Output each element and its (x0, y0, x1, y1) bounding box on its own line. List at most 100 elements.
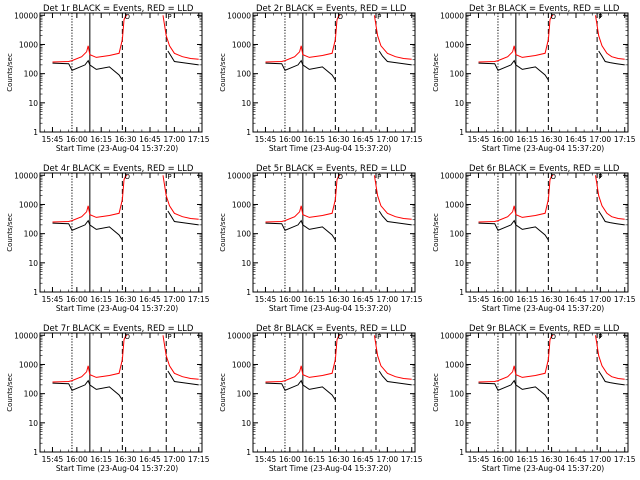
y-tick-label: 10000 (440, 11, 464, 20)
x-tick-label: 16:30 (115, 135, 137, 144)
x-tick-label: 15:45 (255, 455, 277, 464)
x-tick-label: 17:00 (377, 295, 399, 304)
y-tick-label: 10000 (440, 331, 464, 340)
panel-annotation: P (598, 13, 602, 21)
x-tick-label: 16:30 (541, 295, 563, 304)
x-tick-label: 17:00 (377, 135, 399, 144)
y-tick-label: 100 (450, 230, 465, 239)
x-tick-label: 16:00 (66, 295, 88, 304)
panel-annotation: P (377, 333, 381, 341)
panel-title: Det 5r BLACK = Events, RED = LLD (256, 164, 407, 174)
y-tick-label: 1 (33, 128, 38, 137)
x-axis-label: Start Time (23-Aug-04 15:37:20) (56, 464, 178, 473)
plot-frame (252, 172, 416, 293)
y-tick-label: 100 (237, 70, 252, 79)
events-series-line (598, 210, 625, 226)
events-series-line (167, 210, 199, 226)
lld-series-line (478, 174, 554, 223)
lld-series-line (162, 335, 199, 380)
x-axis-label: Start Time (23-Aug-04 15:37:20) (482, 464, 604, 473)
x-tick-label: 16:00 (66, 135, 88, 144)
x-tick-label: 16:45 (352, 295, 374, 304)
x-tick-label: 16:30 (541, 455, 563, 464)
y-tick-label: 1000 (445, 200, 464, 209)
lld-series-line (373, 335, 412, 380)
x-axis-label: Start Time (23-Aug-04 15:37:20) (482, 144, 604, 153)
detector-panel: Det 8r BLACK = Events, RED = LLD 1 10 100 10… (219, 324, 423, 473)
y-axis-label: Counts/sec (219, 53, 227, 92)
panel-annotation: O (124, 173, 130, 181)
x-tick-label: 17:15 (188, 455, 210, 464)
x-tick-label: 15:45 (42, 135, 64, 144)
panel-annotation: P (377, 173, 381, 181)
x-tick-label: 16:45 (352, 135, 374, 144)
x-tick-label: 17:00 (590, 295, 612, 304)
lld-series-line (162, 175, 199, 220)
events-series-line (598, 50, 625, 66)
lld-series-line (265, 14, 341, 63)
x-tick-label: 17:00 (164, 295, 186, 304)
y-tick-label: 1 (459, 128, 464, 137)
y-tick-label: 1 (246, 128, 251, 137)
y-axis-label: Counts/sec (6, 373, 14, 412)
events-series-line (378, 370, 412, 386)
x-tick-label: 16:15 (90, 455, 112, 464)
events-series-line (265, 59, 336, 81)
x-tick-label: 16:15 (303, 295, 325, 304)
x-tick-label: 16:15 (90, 135, 112, 144)
y-tick-label: 10000 (227, 11, 251, 20)
events-series-line (598, 370, 625, 386)
lld-series-line (373, 15, 412, 60)
x-axis-label: Start Time (23-Aug-04 15:37:20) (56, 144, 178, 153)
detector-panel: Det 2r BLACK = Events, RED = LLD 1 10 100 10… (219, 4, 423, 153)
x-tick-label: 16:15 (516, 455, 538, 464)
x-tick-label: 17:00 (590, 455, 612, 464)
y-tick-label: 10 (241, 419, 251, 428)
events-series-line (478, 379, 549, 401)
x-tick-label: 15:45 (255, 295, 277, 304)
panel-title: Det 3r BLACK = Events, RED = LLD (469, 4, 620, 14)
x-tick-label: 17:00 (590, 135, 612, 144)
detector-panel: Det 3r BLACK = Events, RED = LLD 1 10 100 10… (432, 4, 636, 153)
x-tick-label: 16:30 (328, 135, 350, 144)
x-tick-label: 17:15 (614, 295, 636, 304)
x-axis-label: Start Time (23-Aug-04 15:37:20) (269, 304, 391, 313)
y-tick-label: 1000 (445, 360, 464, 369)
y-axis-label: Counts/sec (219, 213, 227, 252)
x-tick-label: 16:00 (279, 135, 301, 144)
x-tick-label: 16:00 (492, 295, 514, 304)
panel-annotation: P (167, 333, 171, 341)
panel-annotation: P (167, 173, 171, 181)
x-tick-label: 16:15 (90, 295, 112, 304)
y-tick-label: 1 (33, 448, 38, 457)
plot-frame (39, 332, 203, 453)
events-series-line (265, 219, 336, 241)
x-tick-label: 16:00 (66, 455, 88, 464)
events-series-line (478, 219, 549, 241)
detector-panel: Det 7r BLACK = Events, RED = LLD 1 10 100 10… (6, 324, 210, 473)
x-tick-label: 16:45 (352, 455, 374, 464)
x-tick-label: 17:00 (164, 135, 186, 144)
plot-frame (465, 172, 629, 293)
y-axis-label: Counts/sec (432, 53, 440, 92)
x-tick-label: 17:15 (614, 455, 636, 464)
x-tick-label: 15:45 (42, 295, 64, 304)
panel-title: Det 1r BLACK = Events, RED = LLD (43, 4, 194, 14)
y-tick-label: 1 (459, 288, 464, 297)
x-tick-label: 16:30 (115, 295, 137, 304)
x-tick-label: 15:45 (255, 135, 277, 144)
detector-panel: Det 4r BLACK = Events, RED = LLD 1 10 100 10… (6, 164, 210, 313)
x-tick-label: 17:15 (401, 295, 423, 304)
x-tick-label: 17:00 (377, 455, 399, 464)
x-tick-label: 16:00 (279, 455, 301, 464)
panel-annotation: O (337, 333, 343, 341)
y-tick-label: 10 (454, 259, 464, 268)
y-tick-label: 10000 (14, 171, 38, 180)
y-tick-label: 10000 (227, 331, 251, 340)
y-tick-label: 100 (24, 70, 39, 79)
x-tick-label: 17:15 (401, 455, 423, 464)
x-tick-label: 16:45 (565, 295, 587, 304)
events-series-line (478, 59, 549, 81)
y-tick-label: 10 (454, 99, 464, 108)
